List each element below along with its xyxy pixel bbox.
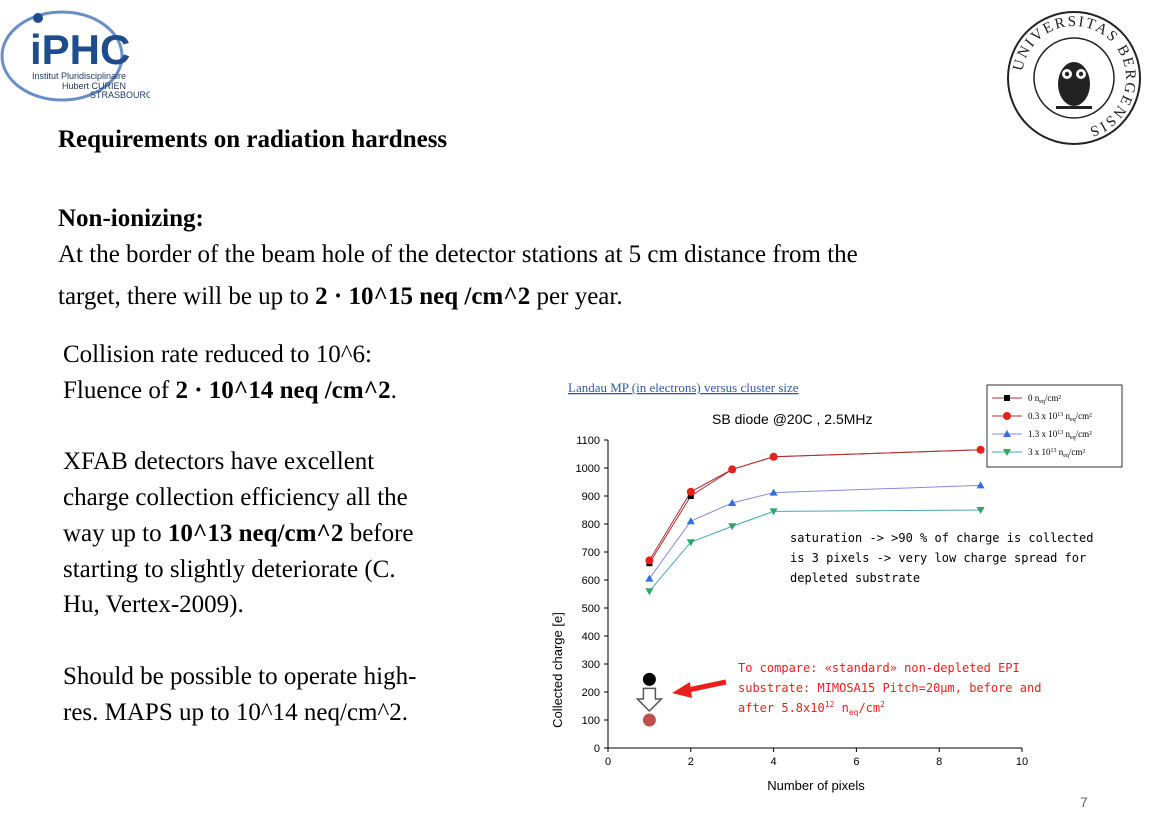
x-tick-label: 2 — [688, 756, 694, 768]
series-2-point — [976, 481, 985, 489]
legend-label-3: 3 x 1013 neq/cm² — [1028, 447, 1085, 459]
logo-line-3: STRASBOURG — [90, 90, 150, 100]
down-arrow-icon — [635, 687, 664, 713]
chart-title: SB diode @20C , 2.5MHz — [712, 411, 873, 427]
left-text-block: Collision rate reduced to 10^6: Fluence … — [63, 337, 523, 730]
x-tick-label: 0 — [605, 756, 611, 768]
y-tick-label: 700 — [582, 547, 600, 559]
saturation-annotation: saturation -> >90 % of charge is collect… — [790, 531, 1093, 585]
x-tick-label: 6 — [853, 756, 859, 768]
series-2-point — [686, 517, 695, 525]
comparison-point-1 — [642, 713, 656, 727]
y-tick-label: 0 — [594, 743, 600, 755]
legend-label-0: 0 neq/cm² — [1028, 393, 1061, 405]
section-heading: Non-ionizing: — [58, 205, 204, 232]
y-tick-label: 300 — [582, 659, 600, 671]
x-tick-label: 10 — [1016, 756, 1028, 768]
saturation-line-2: is 3 pixels -> very low charge spread fo… — [790, 551, 1086, 565]
body-line-1: At the border of the beam hole of the de… — [58, 241, 858, 268]
red-arrowhead-icon — [672, 682, 692, 698]
legend: 0 neq/cm² 0.3 x 1013 neq/cm² 1.3 x 1013 ne… — [986, 384, 1123, 468]
xfab-line-5: Hu, Vertex-2009). — [63, 591, 244, 619]
y-tick-label: 500 — [582, 603, 600, 615]
series-3-point — [976, 507, 985, 514]
university-seal: UNIVERSITAS BERGENSIS — [1007, 11, 1141, 145]
owl-icon — [1056, 62, 1092, 109]
series-1-point — [686, 487, 695, 496]
y-tick-label: 1100 — [576, 435, 600, 447]
legend-marker-0 — [1004, 395, 1010, 401]
fluence-line: Fluence of 2 · 10^14 neq /cm^2. — [63, 376, 397, 404]
series-3-point — [686, 539, 695, 547]
page-number: 7 — [1080, 794, 1088, 810]
saturation-line-3: depleted substrate — [790, 571, 920, 585]
xfab-line-2: charge collection efficiency all the — [63, 484, 408, 512]
legend-label-2: 1.3 x 1013 neq/cm² — [1028, 429, 1092, 441]
logo-wordmark: iPHC — [30, 26, 130, 73]
series-2-point — [728, 499, 737, 506]
maps-line-1: Should be possible to operate high- — [63, 662, 417, 690]
logo-dot — [33, 13, 43, 23]
logo-line-1: Institut Pluridisciplinaire — [32, 71, 126, 81]
compare-line-1: To compare: «standard» non-depleted EPI — [738, 661, 1020, 675]
series-3-point — [728, 523, 737, 531]
iphc-logo: iPHC Institut Pluridisciplinaire Hubert … — [0, 10, 150, 102]
series-3-point — [645, 588, 654, 596]
collision-rate-line: Collision rate reduced to 10^6: — [63, 341, 372, 368]
series-0-point — [687, 493, 694, 499]
y-tick-label: 1000 — [576, 463, 600, 475]
y-tick-label: 200 — [582, 687, 600, 699]
comparison-point-0 — [642, 672, 656, 686]
legend-label-1: 0.3 x 1013 neq/cm² — [1028, 411, 1092, 423]
maps-line-2: res. MAPS up to 10^14 neq/cm^2. — [63, 698, 408, 726]
logo-line-2: Hubert CURIEN — [62, 81, 126, 91]
x-tick-label: 4 — [771, 756, 777, 768]
y-axis-label: Collected charge [e] — [550, 612, 565, 728]
chart-header: Landau MP (in electrons) versus cluster … — [568, 380, 799, 395]
comparison-annotation: To compare: «standard» non-depleted EPI … — [738, 661, 1041, 717]
logo-swoosh — [0, 10, 124, 102]
saturation-line-1: saturation -> >90 % of charge is collect… — [790, 531, 1093, 545]
y-tick-label: 400 — [582, 631, 600, 643]
fluence-value: 2 · 10^15 neq /cm^2 — [315, 283, 531, 310]
legend-marker-1 — [1003, 412, 1011, 420]
xfab-line-1: XFAB detectors have excellent — [63, 448, 375, 476]
series-1-point — [645, 556, 654, 565]
x-tick-label: 8 — [936, 756, 942, 768]
series-2-point — [645, 574, 654, 582]
charge-vs-cluster-chart: Landau MP (in electrons) versus cluster … — [550, 380, 1123, 793]
series-2-point — [769, 488, 778, 496]
body-line-2: target, there will be up to 2 · 10^15 ne… — [58, 283, 623, 310]
x-axis-label: Number of pixels — [767, 778, 865, 793]
compare-line-2: substrate: MIMOSA15 Pitch=20µm, before a… — [738, 681, 1041, 695]
series-3-point — [769, 508, 778, 516]
y-tick-label: 900 — [582, 491, 600, 503]
y-tick-label: 800 — [582, 519, 600, 531]
series-1-point — [976, 445, 985, 454]
legend-marker-2 — [1003, 430, 1011, 437]
series-0-line — [648, 449, 981, 564]
legend-box — [986, 384, 1123, 468]
compare-line-3: after 5.8x1012 neq/cm2 — [738, 700, 885, 717]
xfab-line-4: starting to slightly deteriorate (C. — [63, 555, 396, 583]
series-1-point — [728, 465, 737, 474]
legend-marker-3 — [1003, 449, 1011, 456]
y-tick-label: 600 — [582, 575, 600, 587]
series-1-point — [769, 452, 778, 461]
slide-title: Requirements on radiation hardness — [58, 126, 448, 153]
red-pointer-arrow-icon — [687, 679, 727, 693]
xfab-line-3: way up to 10^13 neq/cm^2 before — [63, 519, 414, 547]
y-tick-label: 100 — [582, 715, 600, 727]
